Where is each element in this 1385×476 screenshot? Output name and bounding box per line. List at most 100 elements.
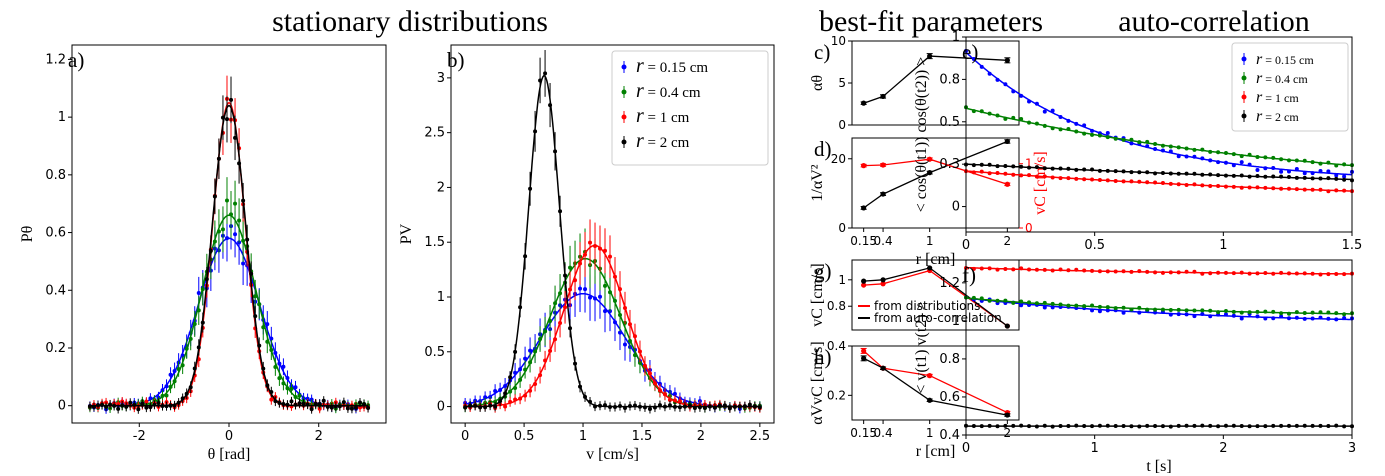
data-point: [269, 347, 274, 352]
panel-label: g): [814, 259, 832, 283]
x-tick-label: 0: [962, 238, 970, 253]
data-point: [220, 115, 225, 120]
x-tick-label: 1.5: [1342, 238, 1363, 253]
data-point: [1192, 171, 1197, 176]
data-point: [1223, 312, 1228, 317]
data-point: [1034, 174, 1039, 179]
data-point: [692, 406, 697, 411]
data-point: [1239, 270, 1244, 275]
data-point: [1105, 269, 1110, 274]
data-point: [297, 401, 302, 406]
data-point: [1200, 147, 1205, 152]
data-point: [289, 399, 294, 404]
data-point: [184, 391, 189, 396]
data-point: [979, 64, 984, 69]
data-point: [233, 201, 238, 206]
data-point: [1200, 271, 1205, 276]
data-point: [176, 400, 181, 405]
y-tick-label: 0.2: [827, 388, 846, 402]
data-point: [1027, 267, 1032, 272]
x-tick-label: 1: [1219, 238, 1227, 253]
data-point: [160, 388, 165, 393]
legend-marker-dot: [1241, 56, 1247, 62]
data-point: [1042, 423, 1047, 428]
data-point: [588, 240, 593, 245]
data-point: [543, 71, 548, 76]
data-point: [1042, 305, 1047, 310]
data-point: [1019, 299, 1024, 304]
chart-b: 0 0.5 1 1.5 2 2.5 0 0.5 1 1.5 2 2.5 3b) v [cm/s] PV r =…: [398, 44, 775, 463]
data-point: [927, 373, 933, 379]
data-point: [1342, 174, 1347, 179]
data-point: [212, 194, 217, 199]
data-point: [1342, 424, 1347, 429]
data-point: [120, 403, 125, 408]
data-point: [652, 381, 657, 386]
legend-marker-dot: [621, 139, 627, 145]
data-point: [1121, 137, 1126, 142]
data-point: [1105, 423, 1110, 428]
data-point: [1066, 268, 1071, 273]
data-point: [345, 406, 350, 411]
data-point: [108, 402, 113, 407]
data-point: [1279, 270, 1284, 275]
data-point: [1066, 423, 1071, 428]
data-point: [588, 399, 593, 404]
fit-curve: [965, 266, 1352, 275]
data-point: [281, 381, 286, 386]
data-point: [1160, 148, 1165, 153]
y-tick-label: 0.8: [939, 72, 960, 87]
data-point: [1294, 310, 1299, 315]
data-point: [1208, 308, 1213, 313]
x-tick-label: 2: [315, 429, 323, 444]
data-point: [880, 281, 886, 287]
data-point: [498, 399, 503, 404]
data-point: [927, 53, 933, 59]
data-point: [493, 388, 498, 393]
data-point: [573, 361, 578, 366]
data-point: [528, 360, 533, 365]
data-point: [172, 403, 177, 408]
data-point: [642, 405, 647, 410]
data-point: [357, 405, 362, 410]
data-point: [1058, 127, 1063, 132]
series-d-0: [860, 138, 1011, 211]
data-point: [578, 261, 583, 266]
data-point: [1097, 269, 1102, 274]
y-axis-label: < cos(θ(t1)) cos(θ(t2)) >: [913, 57, 930, 213]
data-point: [861, 282, 867, 288]
data-point: [1097, 309, 1102, 314]
legend-entry: r = 0.4 cm: [636, 80, 701, 102]
data-point: [1034, 301, 1039, 306]
data-point: [1326, 316, 1331, 321]
data-point: [1310, 316, 1315, 321]
data-point: [1342, 162, 1347, 167]
data-point: [96, 403, 101, 408]
data-point: [1255, 154, 1260, 159]
data-point: [277, 401, 282, 406]
data-point: [1004, 57, 1010, 63]
data-point: [979, 109, 984, 114]
y-axis-label: Pθ: [19, 226, 36, 243]
data-point: [1160, 170, 1165, 175]
data-point: [979, 162, 984, 167]
x-tick-label: 1: [926, 426, 934, 440]
data-point: [1247, 271, 1252, 276]
x-axis-label: r [cm]: [916, 443, 956, 460]
data-point: [1074, 129, 1079, 134]
x-axis-label: t [s]: [1146, 458, 1171, 475]
legend-entry: r = 0.15 cm: [1256, 51, 1314, 68]
data-point: [1058, 115, 1063, 120]
x-tick-label: 2: [1219, 441, 1227, 456]
data-point: [987, 266, 992, 271]
data-point: [979, 266, 984, 271]
data-point: [1176, 154, 1181, 159]
data-point: [543, 358, 548, 363]
x-tick-label: 0.5: [1084, 238, 1105, 253]
data-point: [1263, 155, 1268, 160]
data-point: [233, 135, 238, 140]
data-point: [1121, 305, 1126, 310]
y-tick-label: 0: [437, 400, 445, 415]
data-point: [1342, 272, 1347, 277]
data-point: [617, 330, 622, 335]
